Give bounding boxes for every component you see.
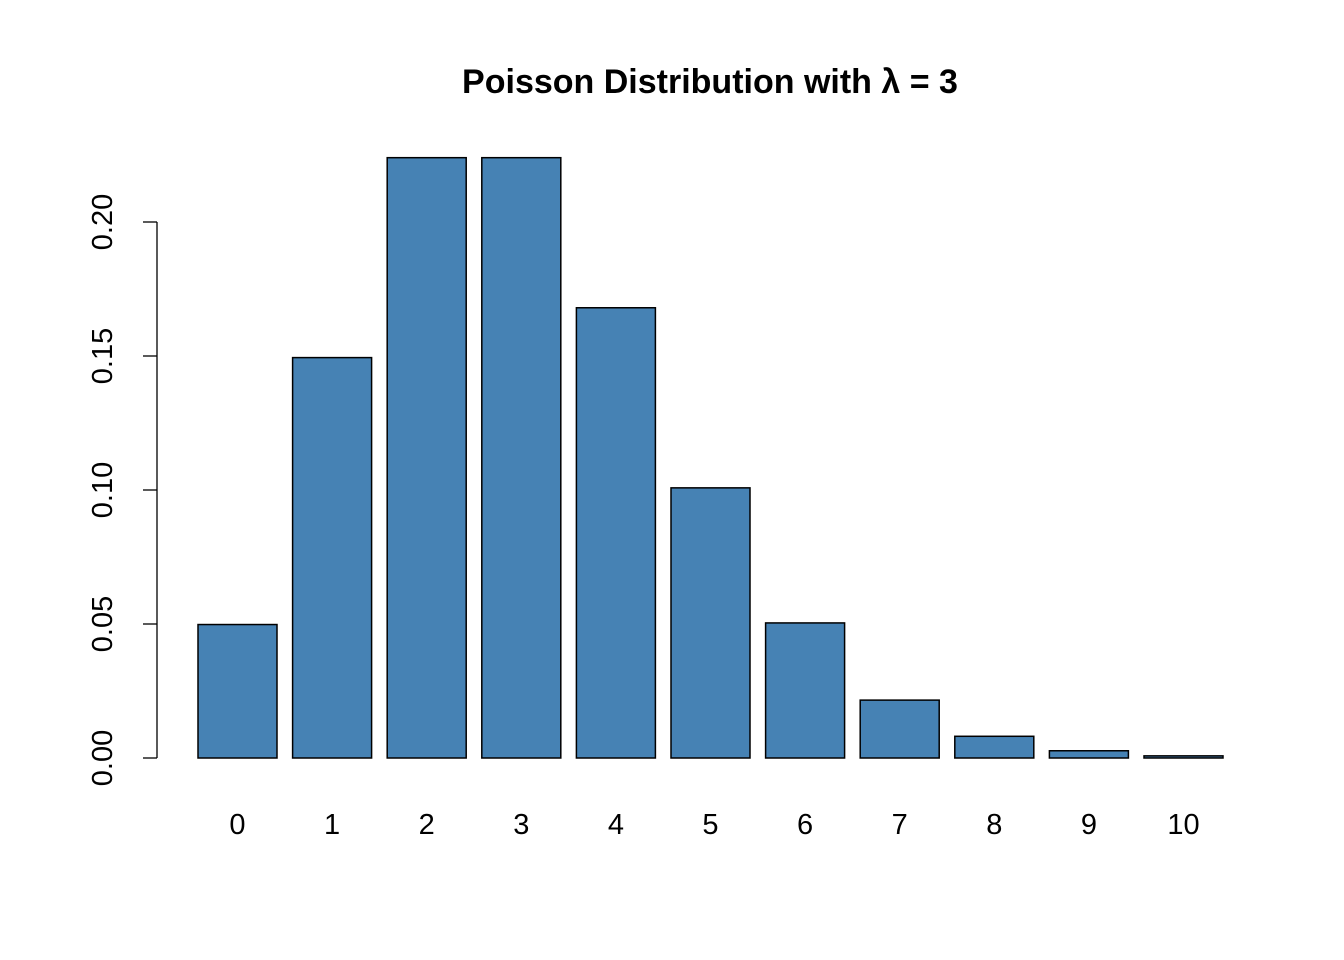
y-tick-label: 0.15 (87, 328, 119, 384)
x-tick-label: 6 (797, 809, 813, 841)
x-tick-label: 7 (892, 809, 908, 841)
y-tick-label: 0.10 (87, 462, 119, 518)
bar-1 (291, 356, 373, 759)
y-tick-label: 0.20 (87, 194, 119, 250)
y-axis: 0.00 0.05 0.10 0.15 0.20 (87, 194, 158, 786)
y-tick-label: 0.00 (87, 730, 119, 786)
bar-8 (954, 735, 1035, 759)
y-tick-label: 0.05 (87, 596, 119, 652)
bar-2 (386, 156, 467, 759)
bar-9 (1048, 750, 1130, 759)
bar-6 (764, 622, 846, 759)
x-tick-label: 1 (324, 809, 340, 841)
bar-0 (197, 623, 278, 759)
bars (197, 156, 1224, 759)
x-tick-label: 4 (608, 809, 624, 841)
bar-5 (670, 487, 751, 759)
bar-3 (481, 156, 562, 759)
x-tick-label: 5 (702, 809, 718, 841)
bar-4 (575, 307, 657, 759)
x-tick-label: 10 (1167, 809, 1199, 841)
bar-10 (1143, 755, 1224, 759)
x-tick-label: 8 (986, 809, 1002, 841)
x-tick-label: 3 (513, 809, 529, 841)
x-tick-label: 0 (229, 809, 245, 841)
x-axis-labels: 0 1 2 3 4 5 6 7 8 9 10 (229, 809, 1199, 841)
x-tick-label: 2 (419, 809, 435, 841)
x-tick-label: 9 (1081, 809, 1097, 841)
bar-7 (859, 699, 940, 759)
chart-title: Poisson Distribution with λ = 3 (462, 63, 958, 101)
